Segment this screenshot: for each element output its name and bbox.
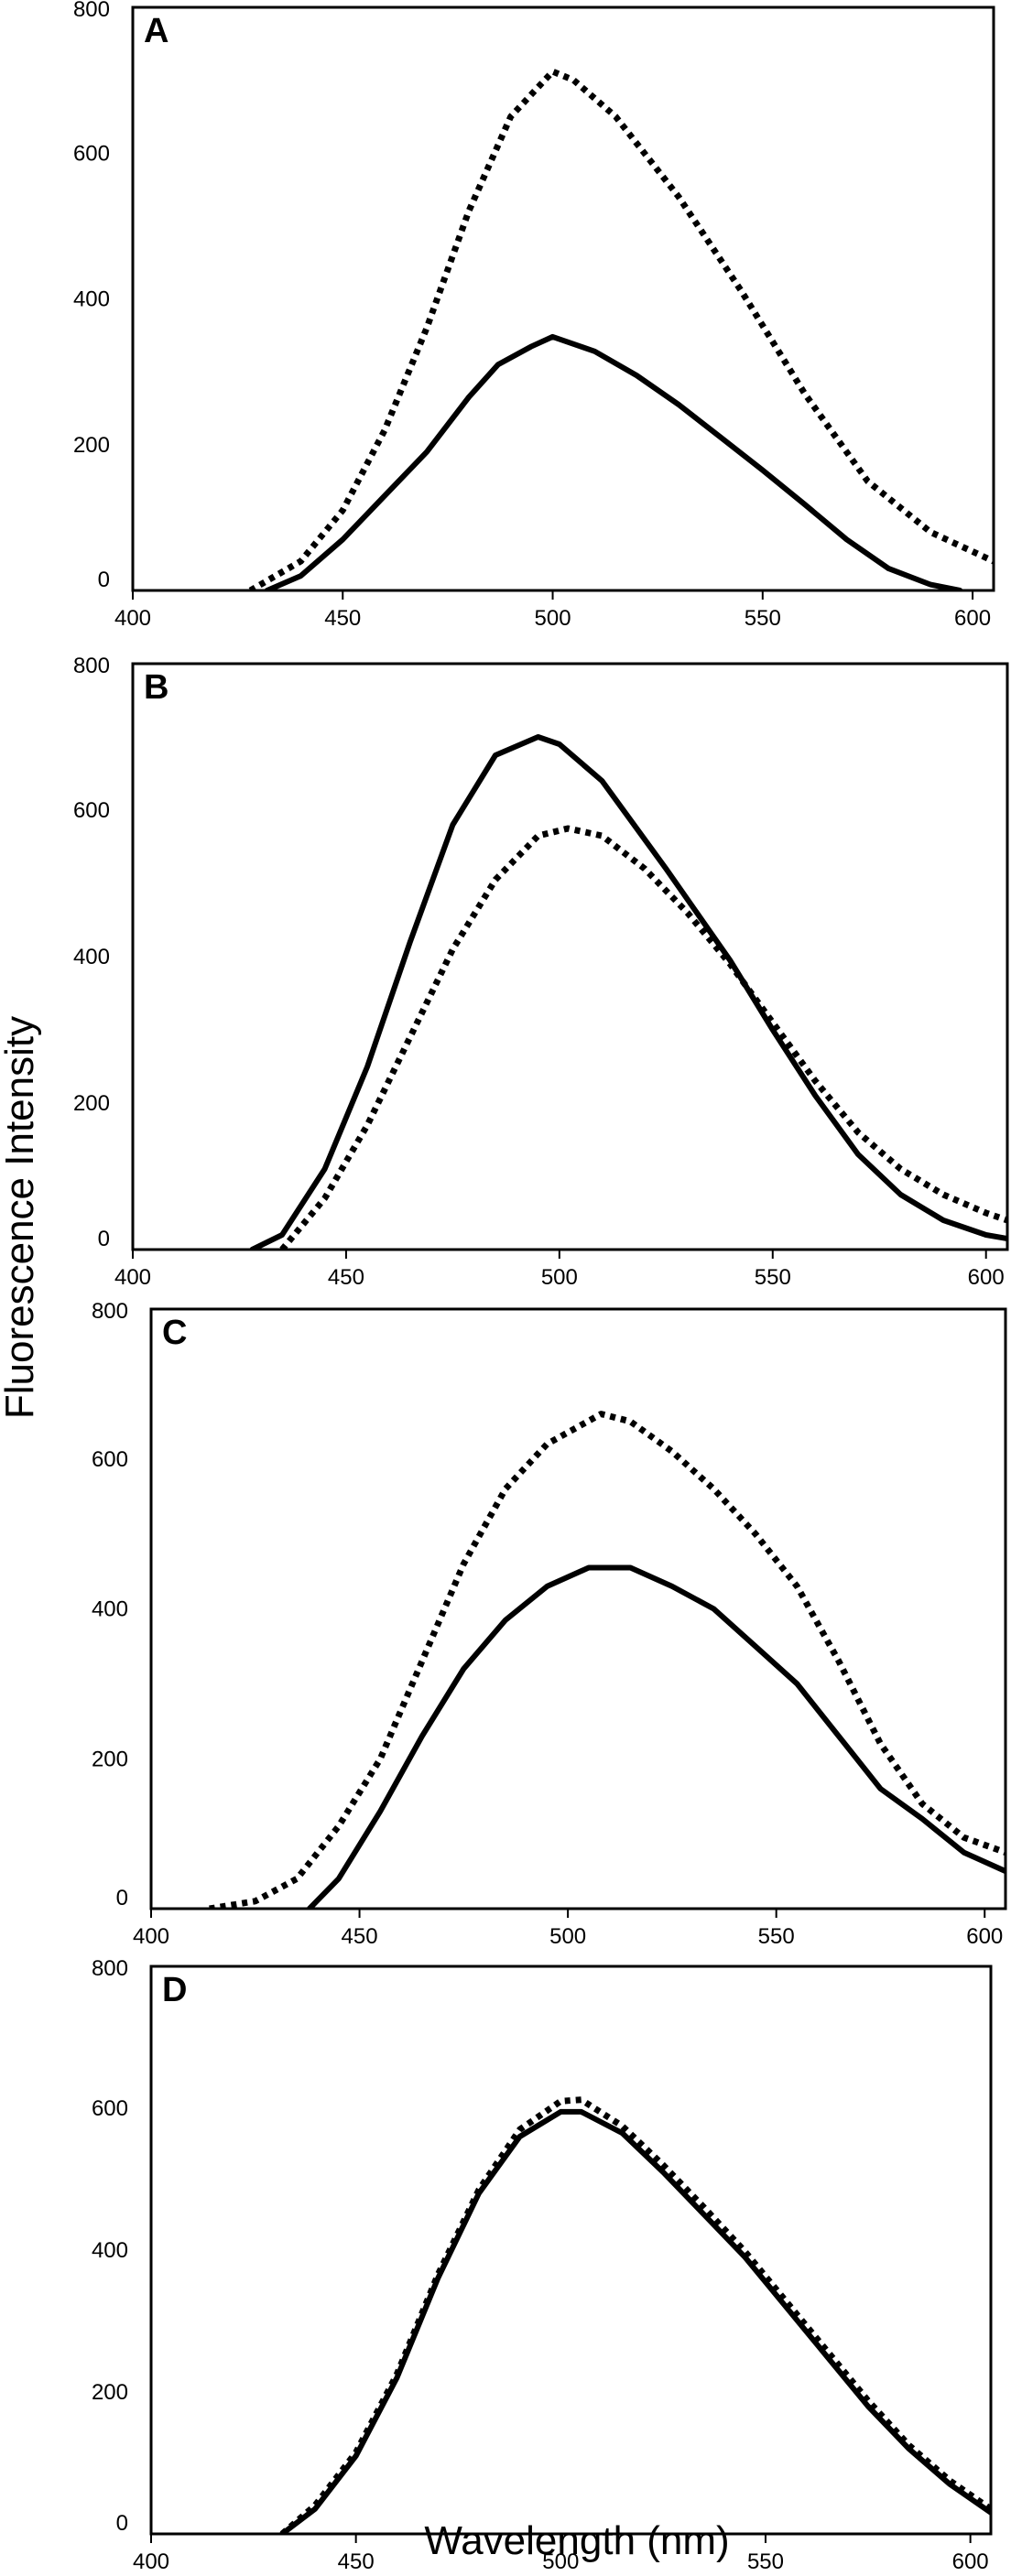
chart-panel-d: D 400 450 500 550 600 0 200 400 600 800 [92,1956,993,2574]
chart-panel-a: A 400 450 500 550 600 0 200 400 600 800 [73,0,995,631]
y-tick-label: 0 [98,1227,110,1251]
series-line-dotted [209,1411,1006,1909]
x-tick-label: 450 [342,1924,378,1949]
x-tick-label: 400 [114,1265,151,1290]
y-tick-label: 200 [73,433,110,458]
chart-panel-b: B 400 450 500 550 600 0 200 400 600 800 [73,654,1009,1290]
x-tick-label: 600 [966,1924,1003,1949]
y-tick-label: 400 [73,287,110,312]
y-tick-label: 200 [92,2380,128,2405]
chart-panel-c: C 400 450 500 550 600 0 200 400 600 800 [92,1299,1007,1949]
series-line-dotted [279,825,1007,1250]
x-tick-label: 500 [542,2549,579,2574]
x-tick-label: 500 [549,1924,586,1949]
x-axis-label: Wavelength (nm) [424,2518,729,2563]
x-tick-label: 550 [758,1924,795,1949]
series-line-dotted [279,2096,991,2534]
panel-letter: A [144,12,168,50]
y-tick-label: 200 [73,1091,110,1116]
y-tick-label: 400 [73,945,110,969]
y-tick-label: 800 [92,1299,128,1324]
y-tick-label: 400 [92,1597,128,1622]
panel-letter: D [162,1971,187,2009]
plot-frame [149,1964,993,2536]
series-line-solid [264,333,963,590]
x-tick-label: 450 [328,1265,364,1290]
panel-letter: C [162,1314,187,1352]
y-tick-label: 0 [98,568,110,592]
panels: A 400 450 500 550 600 0 200 400 600 800 B 400 450 500 5… [73,0,1009,2574]
x-tick-label: 450 [324,606,361,631]
y-tick-label: 200 [92,1747,128,1771]
y-tick-label: 0 [116,2511,128,2536]
x-tick-label: 550 [745,606,781,631]
series-line-solid [279,2108,991,2534]
x-tick-label: 600 [954,606,991,631]
x-tick-label: 550 [755,1265,791,1290]
x-tick-label: 550 [747,2549,784,2574]
plot-frame [149,1307,1007,1910]
y-tick-label: 400 [92,2238,128,2263]
y-tick-label: 800 [92,1956,128,1981]
x-tick-label: 400 [114,606,151,631]
x-tick-label: 450 [338,2549,375,2574]
series-line-solid [306,1564,1006,1909]
y-tick-label: 600 [92,2096,128,2121]
x-tick-label: 600 [952,2549,989,2574]
panel-letter: B [144,668,168,707]
x-tick-label: 400 [133,2549,169,2574]
series-line-solid [249,734,1007,1250]
y-tick-label: 0 [116,1886,128,1910]
y-axis-label: Fluorescence Intensity [0,1016,42,1419]
x-tick-label: 600 [968,1265,1005,1290]
series-line-dotted [248,68,994,590]
plot-frame [131,662,1009,1251]
x-tick-label: 400 [133,1924,169,1949]
y-tick-label: 600 [73,141,110,166]
y-tick-label: 800 [73,0,110,22]
x-tick-label: 500 [535,606,571,631]
y-tick-label: 800 [73,654,110,678]
plot-frame [131,5,995,592]
y-tick-label: 600 [73,798,110,823]
x-tick-label: 500 [541,1265,578,1290]
y-tick-label: 600 [92,1447,128,1472]
